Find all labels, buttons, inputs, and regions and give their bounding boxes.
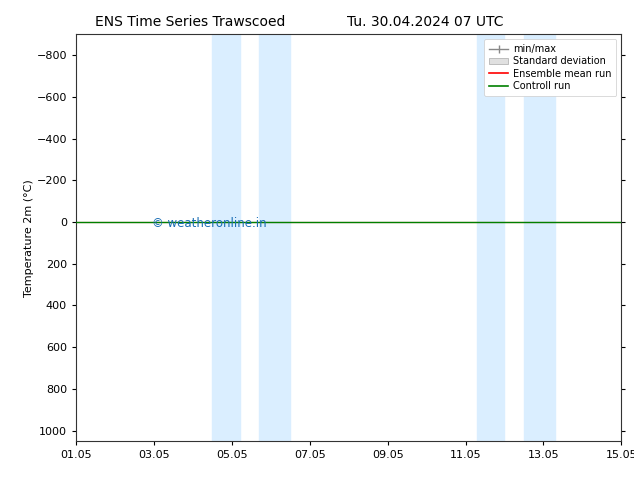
Bar bbox=[259, 34, 290, 441]
Text: © weatheronline.in: © weatheronline.in bbox=[152, 217, 267, 230]
Bar bbox=[212, 34, 240, 441]
Bar bbox=[477, 34, 505, 441]
Text: Tu. 30.04.2024 07 UTC: Tu. 30.04.2024 07 UTC bbox=[347, 15, 503, 29]
Legend: min/max, Standard deviation, Ensemble mean run, Controll run: min/max, Standard deviation, Ensemble me… bbox=[484, 39, 616, 96]
Bar bbox=[524, 34, 555, 441]
Y-axis label: Temperature 2m (°C): Temperature 2m (°C) bbox=[23, 179, 34, 296]
Text: ENS Time Series Trawscoed: ENS Time Series Trawscoed bbox=[95, 15, 285, 29]
